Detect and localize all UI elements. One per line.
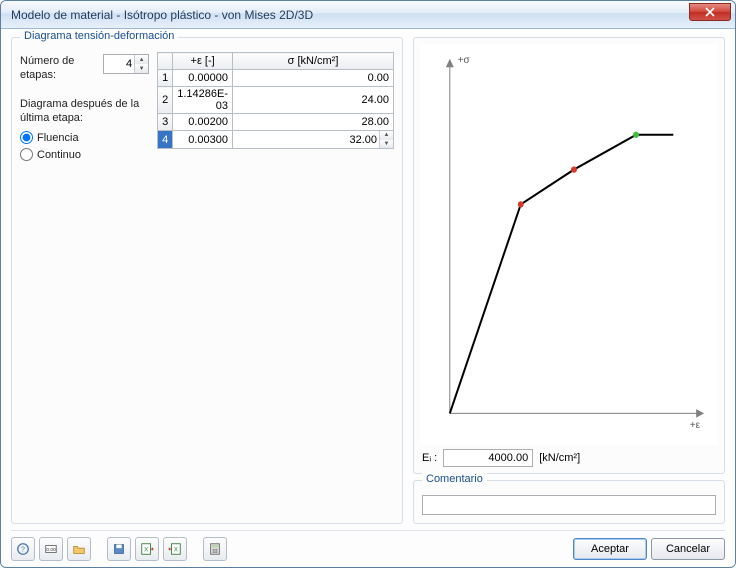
window-title: Modelo de material - Isótropo plástico -… (11, 8, 313, 22)
radio-yield-label[interactable]: Fluencia (20, 131, 149, 144)
modulus-value-box: 4000.00 (443, 449, 533, 467)
svg-text:?: ? (21, 547, 25, 554)
calc-button[interactable] (203, 537, 227, 561)
stages-arrows: ▲ ▼ (134, 55, 148, 73)
cell-epsilon[interactable]: 0.00000 (173, 70, 233, 87)
radio-continuous-label[interactable]: Continuo (20, 148, 149, 161)
spin-up-icon[interactable]: ▲ (134, 55, 148, 64)
titlebar: Modelo de material - Isótropo plástico -… (1, 1, 735, 29)
cell-sigma[interactable]: ▲▼ (233, 131, 394, 149)
cell-sigma[interactable]: 0.00 (233, 70, 394, 87)
stress-strain-chart: +σ +ε (420, 44, 718, 445)
table-row[interactable]: 40.00300▲▼ (158, 131, 394, 149)
cell-sigma[interactable]: 28.00 (233, 114, 394, 131)
col-epsilon: +ε [-] (173, 53, 233, 70)
dialog-body: Diagrama tensión-deformación Número de e… (1, 29, 735, 567)
cell-sigma-input[interactable] (233, 131, 379, 148)
main-row: Diagrama tensión-deformación Número de e… (11, 37, 725, 524)
excel-export-icon: X (140, 542, 154, 556)
open-button[interactable] (67, 537, 91, 561)
excel-import-icon: X (168, 542, 182, 556)
stages-row: Número de etapas: ▲ ▼ (20, 54, 149, 83)
cell-epsilon[interactable]: 1.14286E-03 (173, 87, 233, 114)
help-button[interactable]: ? (11, 537, 35, 561)
save-icon (112, 542, 126, 556)
comment-input[interactable] (422, 495, 716, 515)
comment-legend: Comentario (422, 473, 487, 485)
cell-sigma[interactable]: 24.00 (233, 87, 394, 114)
close-button[interactable] (689, 3, 731, 21)
row-header[interactable]: 1 (158, 70, 173, 87)
left-inner: Número de etapas: ▲ ▼ (20, 52, 394, 515)
col-sigma: σ [kN/cm²] (233, 53, 394, 70)
export-excel-button[interactable]: X (135, 537, 159, 561)
svg-text:+ε: +ε (690, 420, 701, 431)
radio-yield-text: Fluencia (37, 132, 79, 144)
spin-down-icon[interactable]: ▼ (134, 64, 148, 73)
units-button[interactable]: 0.00 (39, 537, 63, 561)
radio-continuous[interactable] (20, 148, 33, 161)
modulus-label: Eᵢ : (422, 452, 437, 464)
save-button[interactable] (107, 537, 131, 561)
help-icon: ? (16, 542, 30, 556)
diagram-legend: Diagrama tensión-deformación (20, 30, 178, 42)
data-table[interactable]: +ε [-] σ [kN/cm²] 10.000000.0021.14286E-… (157, 52, 394, 149)
left-panel: Diagrama tensión-deformación Número de e… (11, 37, 403, 524)
svg-text:X: X (174, 547, 178, 554)
close-icon (705, 7, 715, 17)
row-header[interactable]: 3 (158, 114, 173, 131)
spin-down-icon[interactable]: ▼ (380, 140, 393, 149)
dialog-window: Modelo de material - Isótropo plástico -… (0, 0, 736, 568)
svg-text:0.00: 0.00 (46, 547, 56, 553)
stages-input[interactable] (104, 58, 134, 70)
table-row[interactable]: 21.14286E-0324.00 (158, 87, 394, 114)
plot-area: +σ +ε (420, 44, 718, 445)
spin-up-icon[interactable]: ▲ (380, 131, 393, 140)
after-label: Diagrama después de la última etapa: (20, 97, 149, 126)
radio-yield[interactable] (20, 131, 33, 144)
plot-box: +σ +ε Eᵢ : 4000.00 [kN/cm²] (413, 37, 725, 474)
row-header[interactable]: 4 (158, 131, 173, 149)
svg-text:X: X (144, 547, 148, 554)
table-row[interactable]: 10.000000.00 (158, 70, 394, 87)
svg-text:+σ: +σ (458, 55, 471, 66)
footer: ? 0.00 X X Aceptar Cance (11, 530, 725, 561)
modulus-unit: [kN/cm²] (539, 452, 580, 464)
table-corner (158, 53, 173, 70)
modulus-row: Eᵢ : 4000.00 [kN/cm²] (420, 445, 718, 467)
stages-spinner[interactable]: ▲ ▼ (103, 54, 149, 74)
modulus-value: 4000.00 (488, 452, 528, 464)
import-excel-button[interactable]: X (163, 537, 187, 561)
comment-group: Comentario (413, 480, 725, 524)
stages-label: Número de etapas: (20, 54, 97, 83)
row-header[interactable]: 2 (158, 87, 173, 114)
calculator-icon (208, 542, 222, 556)
left-controls: Número de etapas: ▲ ▼ (20, 52, 149, 515)
cell-epsilon[interactable]: 0.00200 (173, 114, 233, 131)
right-panel: +σ +ε Eᵢ : 4000.00 [kN/cm²] Comentario (413, 37, 725, 524)
units-icon: 0.00 (44, 542, 58, 556)
folder-open-icon (72, 542, 86, 556)
cancel-button[interactable]: Cancelar (651, 538, 725, 560)
accept-button[interactable]: Aceptar (573, 538, 647, 560)
data-table-wrap: +ε [-] σ [kN/cm²] 10.000000.0021.14286E-… (157, 52, 394, 515)
table-row[interactable]: 30.0020028.00 (158, 114, 394, 131)
cell-epsilon[interactable]: 0.00300 (173, 131, 233, 149)
diagram-groupbox: Diagrama tensión-deformación Número de e… (11, 37, 403, 524)
after-stage-radios: Diagrama después de la última etapa: Flu… (20, 97, 149, 162)
radio-continuous-text: Continuo (37, 149, 81, 161)
